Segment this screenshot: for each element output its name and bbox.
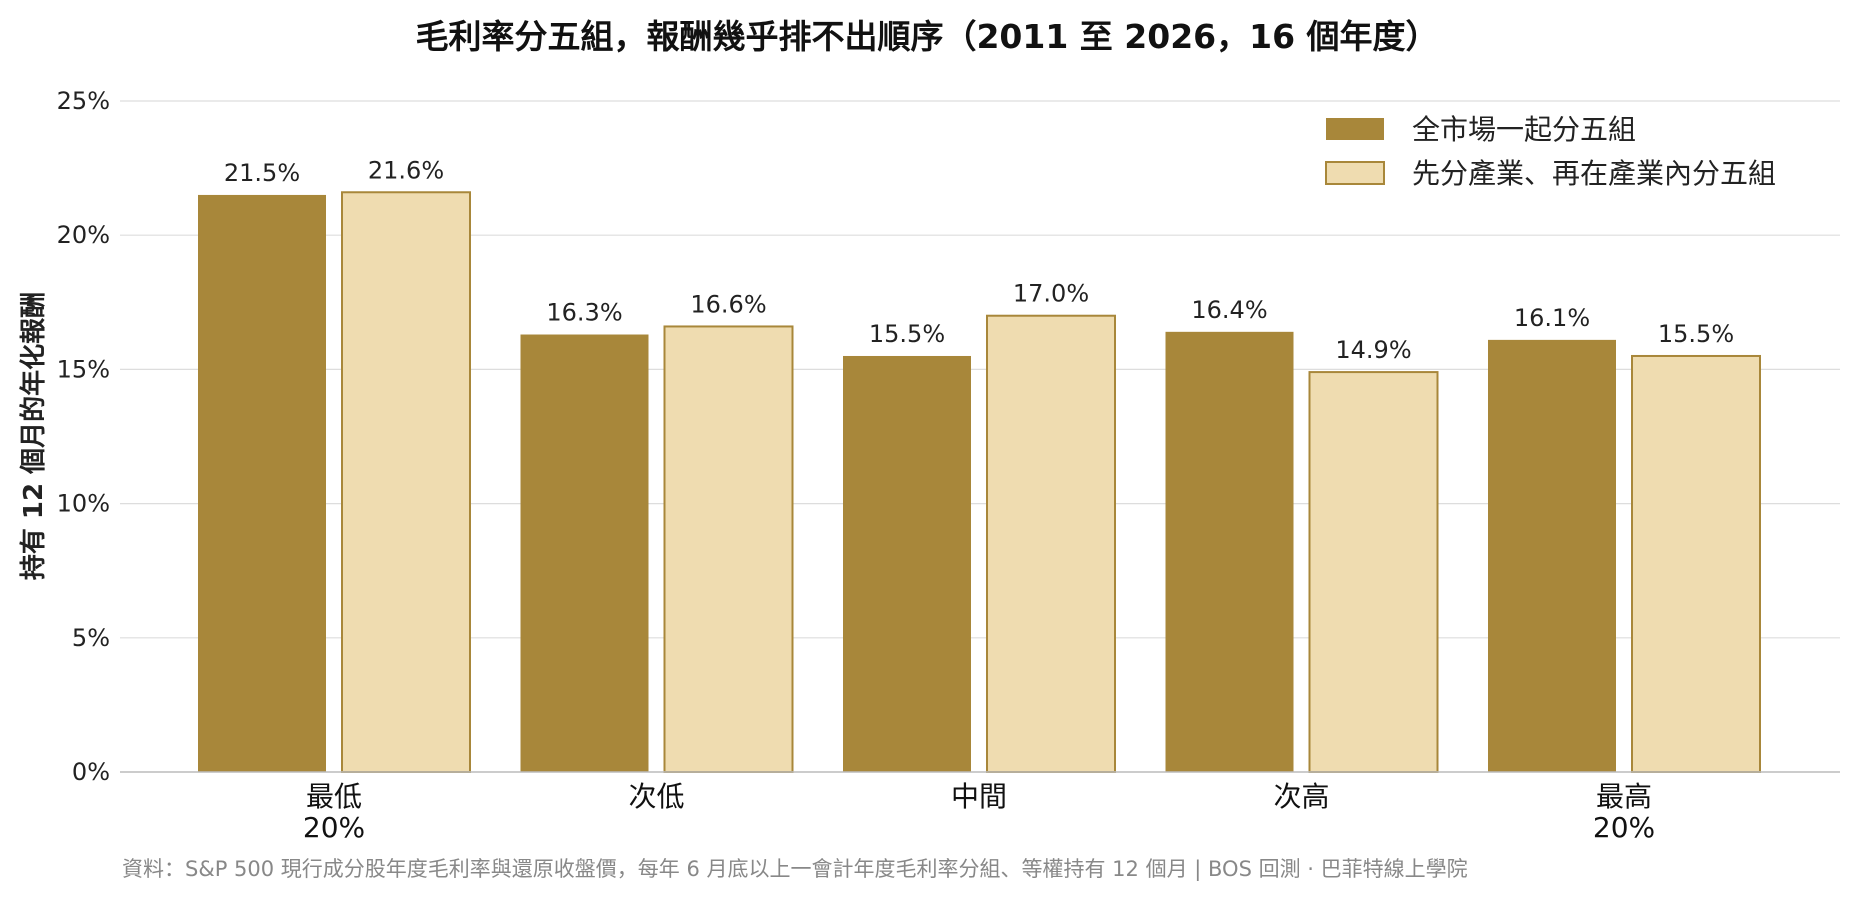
data-label: 15.5%: [869, 320, 945, 348]
data-label: 17.0%: [1013, 280, 1089, 308]
bar: [1165, 331, 1294, 772]
bar: [843, 355, 971, 772]
bar: [1308, 371, 1439, 773]
x-tick-label: 最低: [306, 780, 362, 813]
y-axis-label: 持有 12 個月的年化報酬: [18, 292, 49, 580]
x-tick-label: 20%: [1593, 811, 1655, 844]
y-axis-ticks: 0% 5% 10% 15% 20% 25%: [57, 87, 110, 786]
x-tick-label: 20%: [303, 811, 365, 844]
legend-label: 先分產業、再在產業內分五組: [1412, 157, 1776, 190]
data-label: 16.6%: [690, 290, 766, 318]
data-label: 14.9%: [1335, 336, 1411, 364]
y-tick-label: 20%: [57, 221, 110, 249]
y-tick-label: 10%: [57, 490, 110, 518]
data-label: 21.6%: [368, 156, 444, 184]
legend-label: 全市場一起分五組: [1412, 113, 1636, 146]
y-tick-label: 0%: [72, 758, 110, 786]
data-label: 21.5%: [224, 159, 300, 187]
x-tick-label: 中間: [951, 780, 1007, 813]
bar: [198, 194, 326, 772]
legend-swatch: [1325, 161, 1385, 185]
y-tick-label: 5%: [72, 624, 110, 652]
bar: [520, 334, 649, 772]
chart-title: 毛利率分五組，報酬幾乎排不出順序（2011 至 2026，16 個年度）: [415, 17, 1438, 56]
x-tick-label: 最高: [1596, 780, 1652, 813]
bar: [663, 325, 794, 773]
bar: [986, 314, 1116, 773]
bar: [1631, 354, 1761, 773]
x-tick-label: 次低: [628, 780, 684, 813]
y-tick-label: 25%: [57, 87, 110, 115]
bar: [341, 191, 471, 774]
data-label: 16.3%: [546, 299, 622, 327]
bar: [1488, 339, 1616, 772]
legend-swatch: [1326, 118, 1384, 140]
data-label: 16.4%: [1191, 296, 1267, 324]
y-tick-label: 15%: [57, 355, 110, 383]
source-note: 資料：S&P 500 現行成分股年度毛利率與還原收盤價，每年 6 月底以上一會計…: [122, 857, 1468, 882]
data-label: 16.1%: [1514, 304, 1590, 332]
data-label: 15.5%: [1658, 320, 1734, 348]
bars: 21.5% 21.6% 16.3% 16.6% 15.5% 17.0% 16.4% 14.9%…: [198, 156, 1761, 774]
x-tick-label: 次高: [1273, 780, 1329, 813]
